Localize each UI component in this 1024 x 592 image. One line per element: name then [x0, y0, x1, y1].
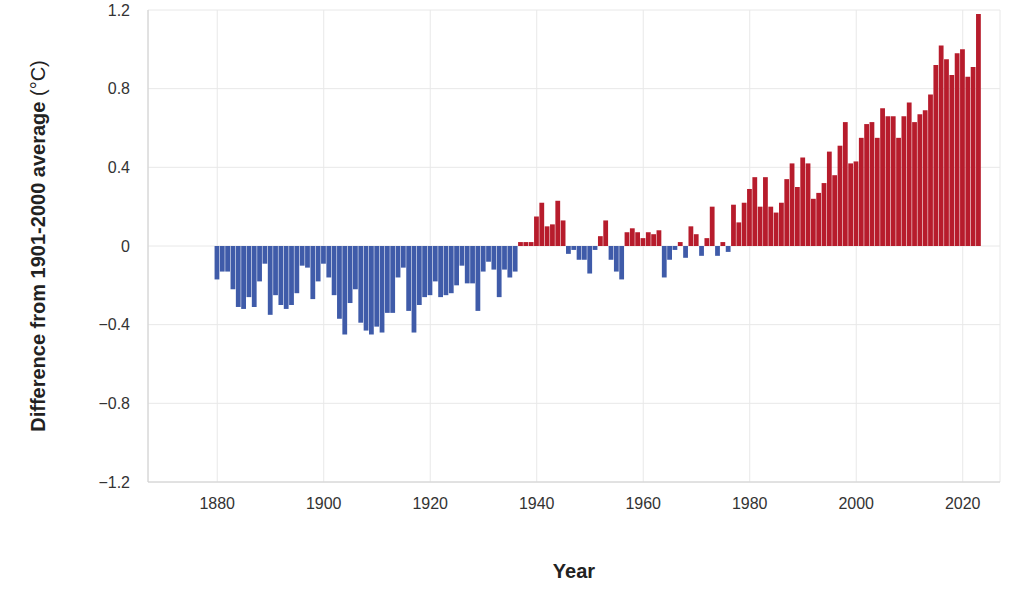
svg-text:1980: 1980	[732, 495, 768, 512]
html-text:Year: Year	[552, 560, 596, 582]
svg-text:1960: 1960	[625, 495, 661, 512]
svg-text:0: 0	[121, 238, 130, 255]
svg-text:1900: 1900	[306, 495, 342, 512]
svg-text:−0.8: −0.8	[98, 395, 130, 412]
svg-text:2020: 2020	[945, 495, 981, 512]
svg-text:1.2: 1.2	[108, 2, 130, 19]
svg-text:0.4: 0.4	[108, 159, 130, 176]
html-text:Difference from 1901-2000 aver: Difference from 1901-2000 average	[26, 101, 49, 432]
svg-text:1940: 1940	[519, 495, 555, 512]
svg-text:2000: 2000	[838, 495, 874, 512]
svg-text:−1.2: −1.2	[98, 474, 130, 491]
svg-text:0.8: 0.8	[108, 80, 130, 97]
svg-text:−0.4: −0.4	[98, 316, 130, 333]
html-text:(°C): (°C)	[26, 60, 49, 102]
svg-text:1920: 1920	[412, 495, 448, 512]
svg-text:1880: 1880	[199, 495, 235, 512]
